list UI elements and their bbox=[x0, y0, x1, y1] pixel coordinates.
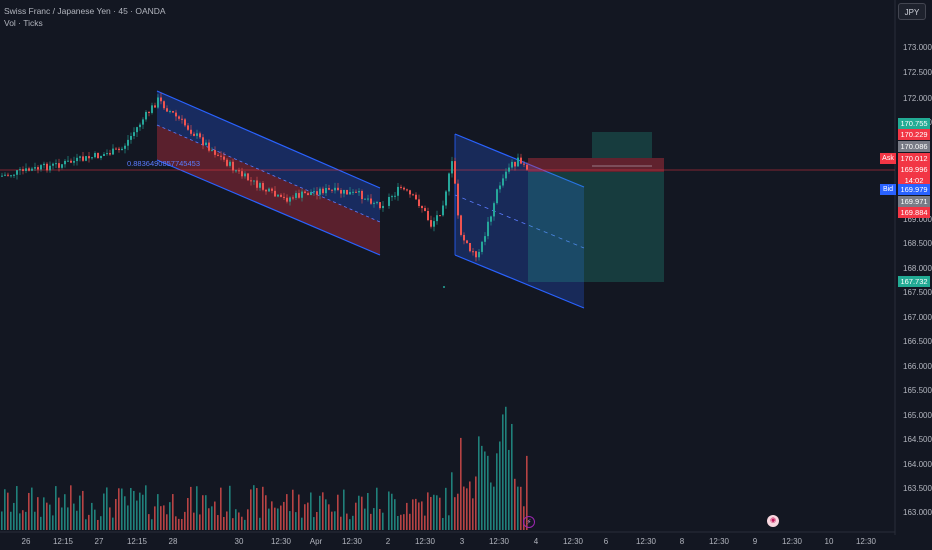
time-tick-label: 30 bbox=[235, 537, 244, 546]
time-tick-label: 12:30 bbox=[489, 537, 510, 546]
price-tick-label: 163.000 bbox=[903, 508, 932, 517]
time-tick-label: 12:15 bbox=[53, 537, 74, 546]
price-tick-label: 165.500 bbox=[903, 386, 932, 395]
time-tick-label: 6 bbox=[604, 537, 609, 546]
price-tick-label: 166.000 bbox=[903, 362, 932, 371]
time-axis: 26 12:15 27 12:15 28 30 12:30 Apr 12:30 2 12:30 3 12… bbox=[22, 537, 877, 546]
time-tick-label: 12:15 bbox=[127, 537, 148, 546]
price-tag: 170.229 bbox=[898, 129, 930, 140]
regression-channel-1[interactable] bbox=[156, 90, 381, 256]
time-tick-label: Apr bbox=[310, 537, 323, 546]
price-tag: 170.086 bbox=[898, 141, 930, 152]
time-tick-label: 2 bbox=[386, 537, 391, 546]
small-marker bbox=[443, 286, 445, 288]
price-tag: 169.979 bbox=[898, 184, 930, 195]
long-position-tool[interactable] bbox=[528, 132, 664, 282]
time-tick-label: 27 bbox=[95, 537, 104, 546]
ask-tag: Ask bbox=[880, 153, 896, 164]
price-tick-label: 164.000 bbox=[903, 460, 932, 469]
lightning-icon[interactable]: ⚡ bbox=[523, 516, 535, 528]
volume-legend[interactable]: Vol · Ticks bbox=[4, 18, 43, 28]
target-marker-icon[interactable]: ◉ bbox=[767, 515, 779, 527]
time-tick-label: 9 bbox=[753, 537, 758, 546]
price-tag: 169.971 bbox=[898, 196, 930, 207]
time-tick-label: 8 bbox=[680, 537, 685, 546]
price-tick-label: 168.000 bbox=[903, 264, 932, 273]
price-tick-label: 168.500 bbox=[903, 239, 932, 248]
price-tag: 169.996 bbox=[898, 164, 930, 175]
price-tag: 170.755 bbox=[898, 118, 930, 129]
price-tick-label: 164.500 bbox=[903, 435, 932, 444]
price-tick-label: 172.000 bbox=[903, 94, 932, 103]
price-tag: 169.884 bbox=[898, 207, 930, 218]
time-tick-label: 12:30 bbox=[271, 537, 292, 546]
time-tick-label: 28 bbox=[169, 537, 178, 546]
time-tick-label: 12:30 bbox=[563, 537, 584, 546]
chart-title: Swiss Franc / Japanese Yen · 45 · OANDA bbox=[4, 6, 166, 16]
price-tick-label: 163.500 bbox=[903, 484, 932, 493]
price-tag: 14:02 bbox=[898, 175, 930, 186]
bid-tag: Bid bbox=[880, 184, 896, 195]
time-tick-label: 12:30 bbox=[342, 537, 363, 546]
price-tick-label: 169.000 bbox=[903, 215, 932, 224]
candlesticks bbox=[1, 92, 528, 262]
time-tick-label: 12:30 bbox=[856, 537, 877, 546]
currency-button[interactable]: JPY bbox=[898, 3, 926, 20]
price-tick-label: 167.000 bbox=[903, 313, 932, 322]
price-tag: 170.012 bbox=[898, 153, 930, 164]
time-tick-label: 10 bbox=[825, 537, 834, 546]
volume-bars bbox=[1, 406, 528, 530]
time-tick-label: 12:30 bbox=[636, 537, 657, 546]
regression-channel-2[interactable] bbox=[454, 133, 585, 309]
price-tick-label: 167.500 bbox=[903, 288, 932, 297]
price-tick-label: 173.000 bbox=[903, 43, 932, 52]
time-tick-label: 12:30 bbox=[782, 537, 803, 546]
channel-value-label: 0.8836490857745453 bbox=[127, 159, 200, 168]
price-tag: 167.732 bbox=[898, 276, 930, 287]
price-tick-label: 166.500 bbox=[903, 337, 932, 346]
time-tick-label: 3 bbox=[460, 537, 465, 546]
time-tick-label: 26 bbox=[22, 537, 31, 546]
price-tick-label: 165.000 bbox=[903, 411, 932, 420]
time-tick-label: 12:30 bbox=[415, 537, 436, 546]
price-tick-label: 172.500 bbox=[903, 68, 932, 77]
time-tick-label: 4 bbox=[534, 537, 539, 546]
time-tick-label: 12:30 bbox=[709, 537, 730, 546]
